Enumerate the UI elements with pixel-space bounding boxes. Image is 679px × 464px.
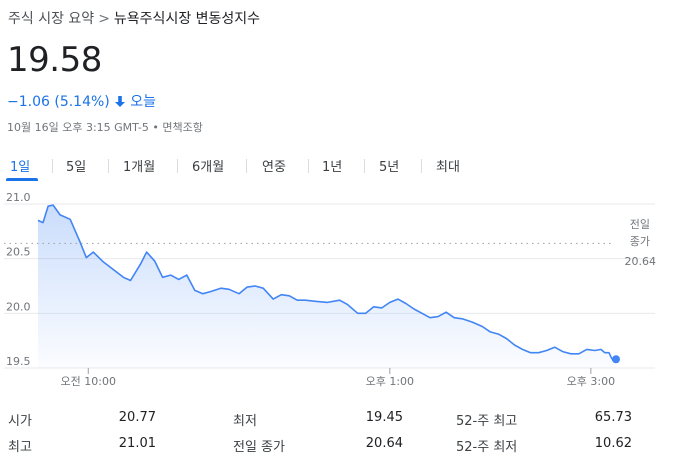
- meta-dot: •: [152, 121, 159, 134]
- breadcrumb-parent-link[interactable]: 주식 시장 요약: [8, 11, 95, 27]
- breadcrumb-separator: >: [98, 11, 110, 27]
- price-change-value: −1.06 (5.14%): [7, 94, 110, 110]
- stat-high-value: 21.01: [118, 436, 156, 451]
- tab-1y[interactable]: 1년: [322, 160, 343, 175]
- y-tick-label: 21.0: [6, 191, 31, 204]
- stat-open: 시가 20.77: [8, 410, 156, 429]
- tab-ytd[interactable]: 연중: [262, 160, 286, 175]
- prev-close-value: 20.64: [625, 255, 657, 268]
- stat-prev-close-value: 20.64: [365, 436, 403, 451]
- arrow-down-icon: [114, 95, 126, 112]
- tab-6m[interactable]: 6개월: [192, 160, 225, 175]
- stat-52wk-high-label: 52-주 최고: [456, 414, 518, 429]
- breadcrumb: 주식 시장 요약 > 뉴욕주식시장 변동성지수: [8, 8, 260, 28]
- stat-open-value: 20.77: [118, 410, 156, 425]
- stat-52wk-low-value: 10.62: [594, 436, 632, 451]
- tab-divider: [52, 159, 53, 173]
- price-area-fill: [38, 205, 616, 368]
- stat-52wk-low: 52-주 최저 10.62: [456, 436, 632, 455]
- active-tab-indicator: [6, 178, 38, 181]
- tab-divider: [246, 159, 247, 173]
- tab-divider: [108, 159, 109, 173]
- stat-high-label: 최고: [8, 440, 32, 455]
- breadcrumb-current: 뉴욕주식시장 변동성지수: [113, 11, 261, 27]
- disclaimer-link[interactable]: 면책조항: [162, 121, 203, 134]
- stat-52wk-high: 52-주 최고 65.73: [456, 410, 632, 429]
- price-change: −1.06 (5.14%) 오늘: [7, 91, 156, 112]
- tab-5d[interactable]: 5일: [66, 160, 87, 175]
- quote-meta: 10월 16일 오후 3:15 GMT-5 • 면책조항: [7, 119, 203, 135]
- x-tick-label: 오후 3:00: [567, 375, 615, 388]
- current-price-dot: [612, 355, 620, 364]
- y-tick-label: 19.5: [6, 355, 31, 368]
- stat-open-label: 시가: [8, 414, 32, 429]
- stat-prev-close: 전일 종가 20.64: [233, 436, 403, 455]
- price-line: [37, 204, 617, 363]
- stat-low-label: 최저: [233, 414, 257, 429]
- tab-divider: [308, 159, 309, 173]
- change-period: 오늘: [130, 94, 156, 110]
- tab-divider: [177, 159, 178, 173]
- x-tick-label: 오전 10:00: [61, 375, 116, 388]
- stat-prev-close-label: 전일 종가: [233, 440, 285, 455]
- prev-close-label: 전일: [630, 217, 650, 231]
- stat-52wk-low-label: 52-주 최저: [456, 440, 518, 455]
- stat-low-value: 19.45: [365, 410, 403, 425]
- stat-52wk-high-value: 65.73: [594, 410, 632, 425]
- tab-max[interactable]: 최대: [436, 160, 460, 175]
- y-tick-label: 20.5: [6, 246, 31, 259]
- tab-divider: [364, 159, 365, 173]
- quote-timestamp: 10월 16일 오후 3:15 GMT-5: [7, 121, 149, 134]
- x-tick-label: 오후 1:00: [366, 375, 414, 388]
- current-price: 19.58: [7, 40, 102, 80]
- stat-high: 최고 21.01: [8, 436, 156, 455]
- stat-low: 최저 19.45: [233, 410, 403, 429]
- tab-5y[interactable]: 5년: [379, 160, 400, 175]
- tab-1d[interactable]: 1일: [10, 160, 31, 175]
- tab-1m[interactable]: 1개월: [123, 160, 156, 175]
- tab-divider: [421, 159, 422, 173]
- range-tabs: 1일 5일 1개월 6개월 연중 1년 5년 최대: [0, 150, 660, 182]
- prev-close-label: 종가: [630, 235, 650, 248]
- y-tick-label: 20.0: [6, 300, 31, 313]
